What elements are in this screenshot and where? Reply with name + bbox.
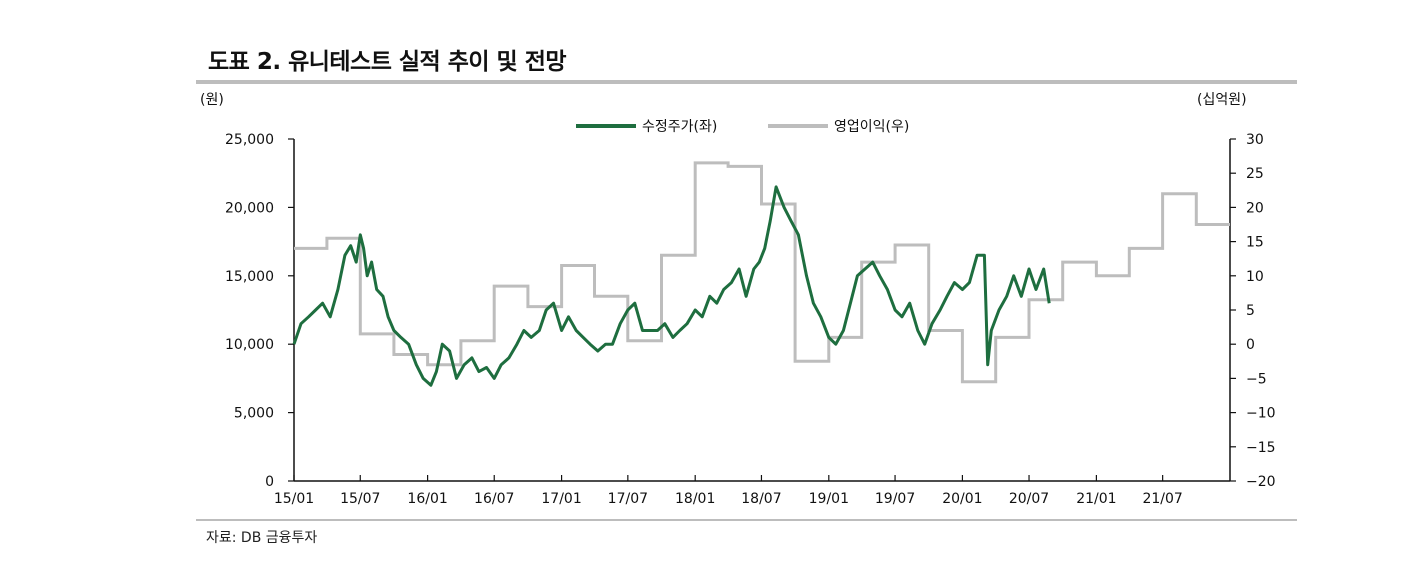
x-tick-label: 15/01 <box>274 491 314 507</box>
right-tick-label: 10 <box>1246 269 1264 285</box>
x-tick-label: 19/07 <box>875 491 915 507</box>
left-tick-label: 20,000 <box>225 200 274 216</box>
x-tick-label: 17/01 <box>541 491 581 507</box>
x-tick-label: 15/07 <box>340 491 380 507</box>
right-tick-label: −5 <box>1246 371 1267 387</box>
x-tick-label: 21/07 <box>1142 491 1182 507</box>
legend: 수정주가(좌) 영업이익(우) <box>576 119 909 135</box>
left-tick-label: 25,000 <box>225 132 274 148</box>
right-tick-label: 15 <box>1246 235 1264 251</box>
source-rule <box>196 519 1297 521</box>
x-tick-label: 20/01 <box>942 491 982 507</box>
series-line-operating-profit <box>294 161 1230 384</box>
left-axis-unit: (원) <box>200 92 224 108</box>
left-tick-label: 10,000 <box>225 337 274 353</box>
figure-title: 도표 2. 유니테스트 실적 추이 및 전망 <box>208 49 567 75</box>
title-rule <box>196 80 1297 84</box>
legend-label-profit: 영업이익(우) <box>834 119 909 135</box>
right-tick-label: 30 <box>1246 132 1264 148</box>
right-tick-label: 5 <box>1246 303 1255 319</box>
x-tick-label: 21/01 <box>1076 491 1116 507</box>
left-tick-label: 15,000 <box>225 269 274 285</box>
right-tick-label: 0 <box>1246 337 1255 353</box>
right-tick-label: 20 <box>1246 200 1264 216</box>
x-tick-label: 18/01 <box>675 491 715 507</box>
right-tick-label: −15 <box>1246 440 1276 456</box>
right-axis-unit: (십억원) <box>1197 92 1247 108</box>
left-tick-label: 5,000 <box>234 406 274 422</box>
x-tick-label: 18/07 <box>741 491 781 507</box>
left-axis-ticks: 0 5,000 10,000 15,000 20,000 25,000 <box>225 132 294 490</box>
left-tick-label: 0 <box>265 474 274 490</box>
right-tick-label: −20 <box>1246 474 1276 490</box>
series-line-adjusted-price <box>292 185 1051 387</box>
x-axis-ticks: 15/01 15/07 16/01 16/07 17/01 17/07 18/01 18/07… <box>274 475 1183 507</box>
x-tick-label: 16/07 <box>474 491 514 507</box>
source-note: 자료: DB 금융투자 <box>206 530 318 546</box>
x-tick-label: 16/01 <box>407 491 447 507</box>
right-axis-ticks: −20 −15 −10 −5 0 5 10 15 20 25 30 <box>1230 132 1276 490</box>
right-tick-label: 25 <box>1246 166 1264 182</box>
legend-label-price: 수정주가(좌) <box>642 119 717 135</box>
x-tick-label: 17/07 <box>608 491 648 507</box>
right-tick-label: −10 <box>1246 406 1276 422</box>
x-tick-label: 19/01 <box>809 491 849 507</box>
x-tick-label: 20/07 <box>1009 491 1049 507</box>
